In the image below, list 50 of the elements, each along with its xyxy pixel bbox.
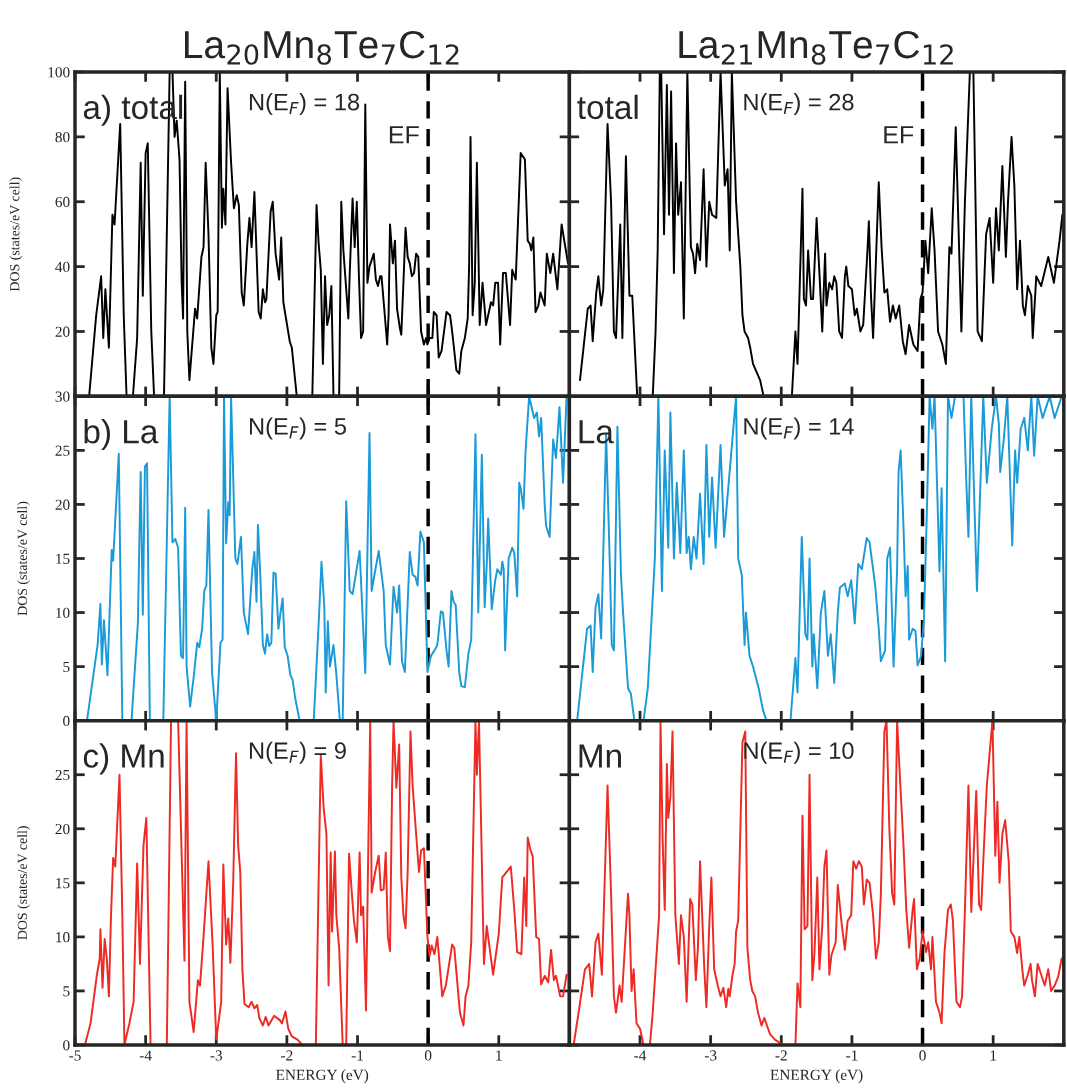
x-axis-title: ENERGY (eV) xyxy=(276,1069,369,1084)
annotation: N(E$_{F}$) = 28 xyxy=(744,93,854,116)
ref-line-label: EF xyxy=(884,126,914,144)
x-tick-label: -1 xyxy=(846,1050,858,1061)
chart-title: La$_{20}$Mn$_{8}$Te$_{7}$C$_{12}$ xyxy=(185,30,459,65)
x-tick-label: -1 xyxy=(351,1050,363,1061)
y-tick-label: 0 xyxy=(63,1040,70,1051)
x-axis-title: ENERGY (eV) xyxy=(770,1069,863,1084)
x-tick-label: -4 xyxy=(139,1050,152,1061)
annotation: Mn xyxy=(579,744,621,768)
y-tick-label: 30 xyxy=(55,391,70,402)
y-tick-label: 5 xyxy=(63,661,70,673)
x-tick-label: -5 xyxy=(69,1050,81,1061)
y-tick-label: 80 xyxy=(55,132,70,143)
y-axis-title: DOS (states/eV cell) xyxy=(17,826,30,940)
y-tick-label: 0 xyxy=(63,715,70,727)
x-tick-label: -2 xyxy=(775,1050,787,1061)
y-tick-label: 25 xyxy=(55,445,70,456)
x-tick-label: 1 xyxy=(990,1050,997,1061)
x-tick-label: -3 xyxy=(704,1050,717,1061)
y-tick-label: 20 xyxy=(55,499,70,510)
y-axis-title: DOS (states/eV cell) xyxy=(17,501,30,616)
x-tick-label: -2 xyxy=(281,1050,293,1061)
y-axis-title: DOS (states/eV cell) xyxy=(9,177,23,292)
annotation: b) La xyxy=(84,419,159,451)
ref-line-label: EF xyxy=(389,126,419,144)
y-tick-label: 100 xyxy=(48,67,70,78)
y-tick-label: 10 xyxy=(56,932,70,943)
y-tick-label: 60 xyxy=(55,196,70,208)
y-tick-label: 5 xyxy=(63,986,70,997)
y-tick-label: 20 xyxy=(55,326,70,337)
x-tick-label: 0 xyxy=(424,1050,432,1061)
y-tick-label: 25 xyxy=(55,769,70,781)
annotation: N(E$_{F}$) = 5 xyxy=(249,417,346,440)
x-tick-label: -4 xyxy=(634,1050,647,1061)
y-tick-label: 20 xyxy=(55,823,70,835)
x-tick-label: -3 xyxy=(210,1050,223,1061)
annotation: c) Mn xyxy=(83,743,164,775)
y-tick-label: 10 xyxy=(56,607,70,619)
annotation: N(E$_{F}$) = 18 xyxy=(249,93,360,116)
y-tick-label: 40 xyxy=(55,261,70,273)
annotation: La xyxy=(579,420,614,444)
x-tick-label: 1 xyxy=(496,1050,502,1061)
annotation: N(E$_{F}$) = 14 xyxy=(744,417,854,440)
annotation: total xyxy=(577,94,638,120)
annotation: N(E$_{F}$) = 9 xyxy=(249,741,346,764)
x-tick-label: 0 xyxy=(919,1050,926,1061)
y-tick-label: 15 xyxy=(56,878,70,889)
y-tick-label: 15 xyxy=(56,553,70,564)
chart-title: La$_{21}$Mn$_{8}$Te$_{7}$C$_{12}$ xyxy=(679,30,953,65)
